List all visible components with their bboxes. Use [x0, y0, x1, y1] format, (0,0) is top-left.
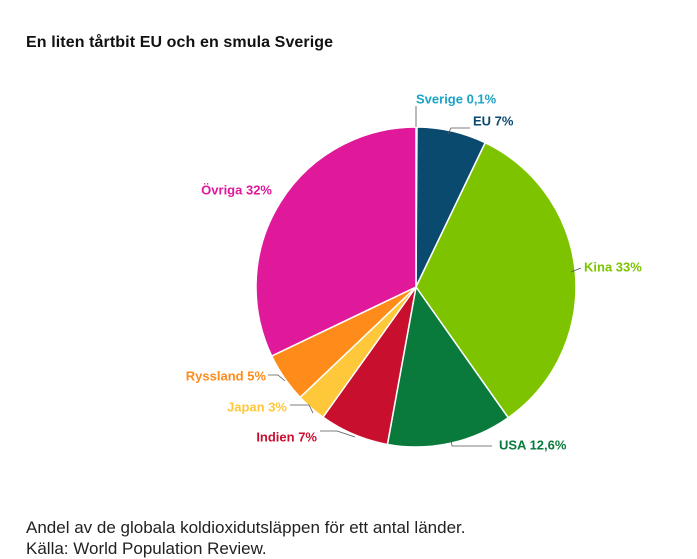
- caption-source: Källa: World Population Review.: [26, 539, 267, 558]
- caption: Andel av de globala koldioxidutsläppen f…: [26, 517, 465, 559]
- slice-label-indien: Indien 7%: [256, 429, 317, 444]
- caption-description: Andel av de globala koldioxidutsläppen f…: [26, 518, 466, 537]
- chart-title: En liten tårtbit EU och en smula Sverige: [26, 34, 334, 51]
- slice-label-ryssland: Ryssland 5%: [186, 368, 267, 383]
- pie-slice-övriga: [255, 126, 417, 358]
- leader-line-usa: [450, 439, 492, 447]
- slice-label-eu: EU 7%: [473, 113, 514, 128]
- slice-label-japan: Japan 3%: [227, 399, 287, 414]
- slice-label-kina: Kina 33%: [584, 259, 642, 274]
- pie-slice-kina: [415, 141, 577, 419]
- slice-label-sverige: Sverige 0,1%: [416, 91, 497, 106]
- pie-slice-usa: [386, 285, 510, 448]
- leader-line-kina: [570, 267, 582, 273]
- leader-line-indien: [320, 430, 356, 438]
- leader-line-ryssland: [268, 374, 286, 382]
- slice-label-övriga: Övriga 32%: [201, 182, 272, 197]
- leader-line-japan: [290, 404, 314, 414]
- leader-line-eu: [447, 127, 470, 135]
- pie-chart: Sverige 0,1% EU 7% Kina 33% USA 12,6% Indien…: [186, 91, 642, 452]
- slice-label-usa: USA 12,6%: [499, 437, 567, 452]
